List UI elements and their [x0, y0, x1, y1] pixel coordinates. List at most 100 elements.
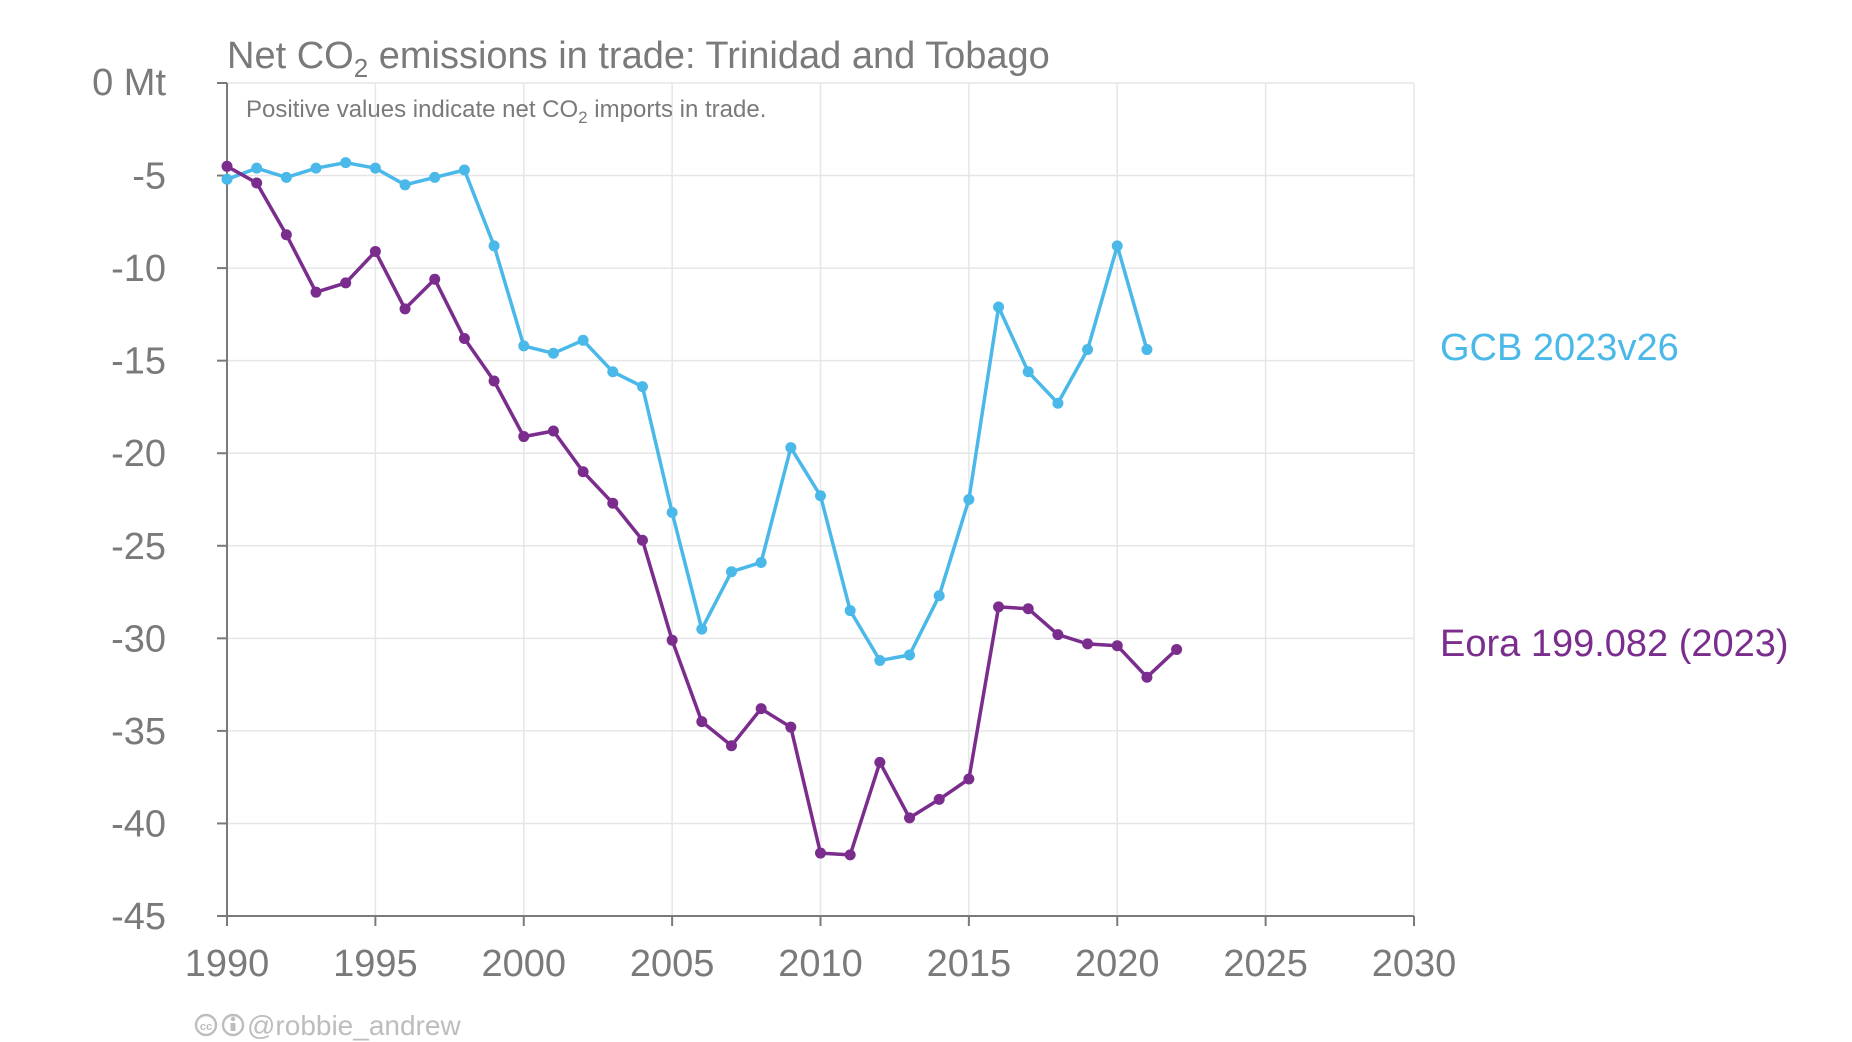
- attribution-icon: [221, 1013, 245, 1037]
- svg-text:cc: cc: [200, 1021, 212, 1033]
- data-point: [280, 229, 292, 241]
- series-0: [221, 157, 1153, 667]
- data-point: [636, 534, 648, 546]
- data-point: [221, 160, 233, 172]
- data-point: [963, 494, 975, 505]
- data-point: [963, 773, 975, 785]
- data-point: [488, 375, 500, 387]
- x-tick-label: 2025: [1223, 943, 1308, 985]
- data-point: [1082, 638, 1094, 650]
- y-tick-label: -40: [111, 803, 166, 845]
- y-tick-label: -5: [132, 156, 166, 198]
- y-tick-label: -30: [111, 618, 166, 660]
- series-label-eora: Eora 199.082 (2023): [1440, 623, 1789, 665]
- data-point: [1171, 643, 1183, 655]
- data-point: [755, 556, 767, 568]
- data-point: [251, 162, 263, 174]
- data-point: [251, 177, 263, 189]
- data-point: [696, 623, 708, 635]
- x-tick-label: 2000: [481, 943, 566, 985]
- data-point: [1141, 671, 1153, 683]
- data-point: [399, 303, 411, 315]
- data-point: [369, 245, 381, 257]
- data-point: [488, 240, 500, 252]
- series-label-gcb: GCB 2023v26: [1440, 327, 1679, 369]
- series-line: [226, 160, 1149, 663]
- data-point: [933, 793, 945, 805]
- data-point: [844, 849, 856, 861]
- data-point: [815, 490, 826, 502]
- data-point: [904, 649, 916, 661]
- data-point: [666, 634, 678, 646]
- data-point: [1082, 344, 1094, 356]
- y-tick-label: -20: [111, 433, 166, 475]
- data-point: [904, 812, 916, 824]
- data-point: [993, 601, 1005, 613]
- data-point: [933, 590, 945, 602]
- data-point: [518, 431, 530, 443]
- data-point: [1022, 603, 1034, 615]
- data-point: [607, 497, 619, 509]
- data-point: [1052, 629, 1064, 641]
- series-line: [226, 164, 1178, 857]
- y-tick-label: -25: [111, 526, 166, 568]
- cc-icon: cc: [194, 1013, 218, 1037]
- license-icons: cc: [194, 1013, 245, 1037]
- data-point: [844, 605, 856, 617]
- y-tick-label: -45: [111, 896, 166, 938]
- data-point: [458, 332, 470, 344]
- x-tick-label: 1995: [333, 943, 418, 985]
- data-point: [221, 173, 233, 185]
- data-point: [340, 157, 352, 169]
- series-1: [221, 160, 1183, 861]
- x-tick-label: 2015: [927, 943, 1012, 985]
- tick-labels: -5 -10 -15 -20 -25 -30 -35 -40 -45 1990 1995 2000 20…: [111, 156, 1456, 985]
- data-point: [874, 655, 886, 667]
- data-point: [577, 466, 589, 478]
- data-point: [577, 334, 589, 346]
- data-point: [399, 179, 411, 191]
- data-point: [547, 347, 559, 359]
- axes: [217, 82, 1415, 926]
- data-point: [666, 506, 678, 518]
- x-tick-label: 2020: [1075, 943, 1160, 985]
- data-point: [874, 756, 886, 768]
- chart-subtitle: Positive values indicate net CO2 imports…: [246, 96, 766, 127]
- data-point: [725, 566, 737, 578]
- data-point: [518, 340, 530, 352]
- y-tick-label: -10: [111, 248, 166, 290]
- data-point: [636, 381, 648, 393]
- data-point: [429, 171, 441, 183]
- credit-handle: @robbie_andrew: [247, 1010, 461, 1041]
- data-point: [310, 162, 322, 174]
- data-point: [1111, 640, 1123, 652]
- data-point: [755, 703, 767, 715]
- data-point: [458, 164, 470, 176]
- data-point: [785, 442, 797, 454]
- data-point: [280, 171, 292, 183]
- data-point: [696, 716, 708, 728]
- y-tick-label: -15: [111, 341, 166, 383]
- chart-title: Net CO2 emissions in trade: Trinidad and…: [227, 35, 1050, 83]
- data-point: [547, 425, 559, 437]
- x-tick-label: 2010: [778, 943, 863, 985]
- data-point: [785, 721, 797, 733]
- data-point: [993, 301, 1005, 313]
- data-point: [1111, 240, 1123, 252]
- data-point: [369, 162, 381, 174]
- data-point: [340, 277, 352, 289]
- data-point: [1141, 344, 1153, 356]
- data-point: [815, 847, 826, 859]
- y-tick-label: -35: [111, 711, 166, 753]
- data-point: [607, 366, 619, 378]
- data-point: [1052, 397, 1064, 409]
- data-point: [1022, 366, 1034, 378]
- data-point: [429, 273, 441, 285]
- x-tick-label: 1990: [185, 943, 270, 985]
- data-point: [310, 286, 322, 298]
- y-unit-label: 0 Mt: [92, 62, 166, 104]
- series-layer: [221, 157, 1183, 861]
- data-point: [725, 740, 737, 752]
- x-tick-label: 2030: [1372, 943, 1457, 985]
